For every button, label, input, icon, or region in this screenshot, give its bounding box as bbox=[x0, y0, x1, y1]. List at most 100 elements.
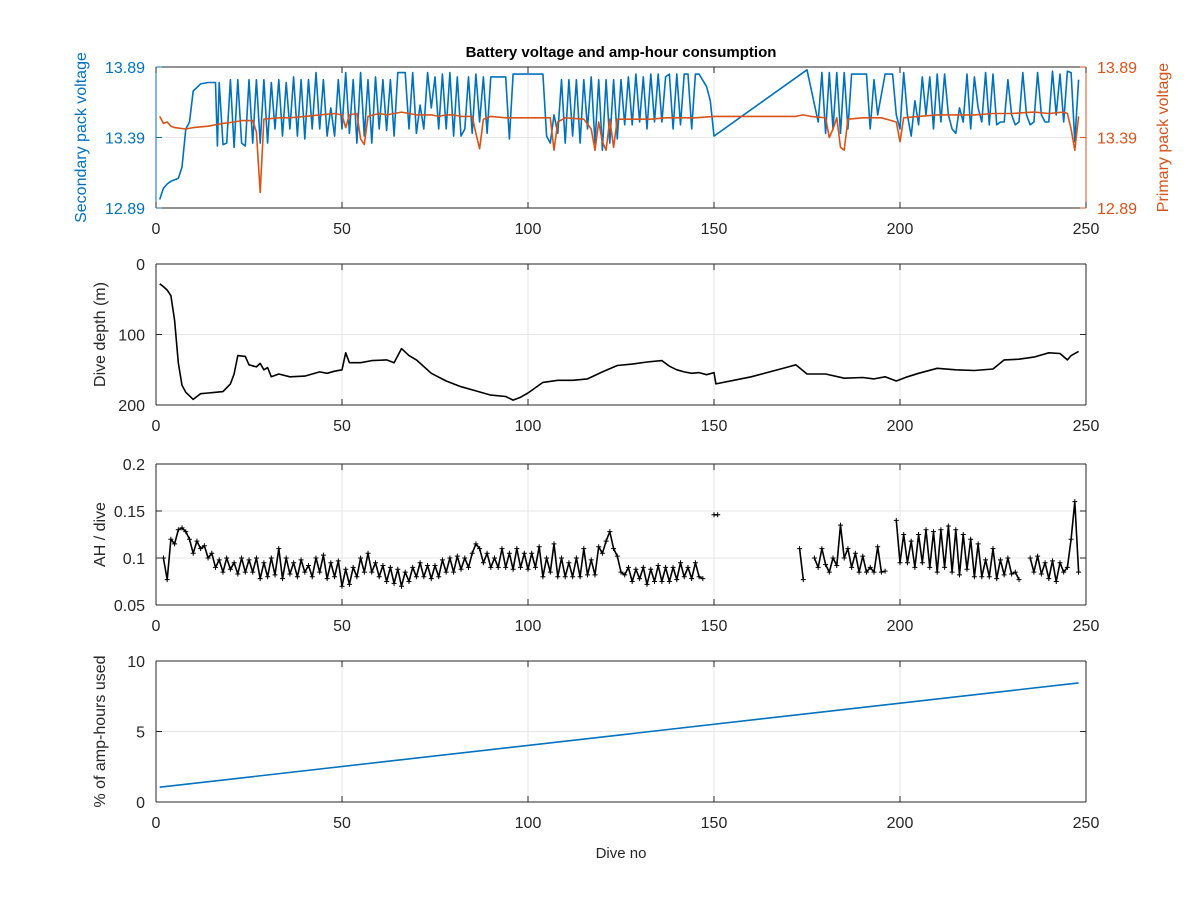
y-tick-label: 0.05 bbox=[114, 598, 145, 615]
x-tick-label: 150 bbox=[701, 815, 728, 832]
chart-title: Battery voltage and amp-hour consumption bbox=[466, 44, 777, 61]
data-point-marker bbox=[205, 555, 211, 561]
data-point-marker bbox=[1038, 571, 1044, 577]
data-point-marker bbox=[1072, 499, 1078, 505]
data-point-marker bbox=[1061, 569, 1067, 575]
data-point-marker bbox=[860, 553, 866, 559]
data-point-marker bbox=[499, 546, 505, 552]
data-point-marker bbox=[458, 566, 464, 572]
data-point-marker bbox=[897, 560, 903, 566]
data-point-marker bbox=[183, 529, 189, 535]
data-point-marker bbox=[997, 557, 1003, 563]
data-point-marker bbox=[562, 574, 568, 580]
data-point-marker bbox=[346, 581, 352, 587]
data-point-marker bbox=[800, 577, 806, 583]
y-tick-label: 0 bbox=[136, 257, 145, 274]
x-tick-label: 50 bbox=[333, 618, 351, 635]
data-point-marker bbox=[536, 544, 542, 550]
data-point-marker bbox=[878, 569, 884, 575]
data-point-marker bbox=[696, 574, 702, 580]
x-tick-label: 150 bbox=[701, 221, 728, 238]
series-line-1 bbox=[162, 527, 704, 587]
data-point-marker bbox=[681, 574, 687, 580]
panel-3: 0 50 100 150 200 250 0.05 0.1 0.15 0.2 AH / dive bbox=[92, 457, 1099, 635]
y-tick-label: 13.89 bbox=[105, 60, 145, 77]
data-point-marker bbox=[309, 574, 315, 580]
data-point-marker bbox=[391, 580, 397, 586]
data-point-marker bbox=[666, 579, 672, 584]
y-tick-label: 100 bbox=[118, 328, 145, 345]
data-point-marker bbox=[588, 557, 594, 563]
data-point-marker bbox=[365, 550, 371, 556]
data-point-marker bbox=[983, 557, 989, 563]
data-point-marker bbox=[198, 546, 204, 552]
data-point-marker bbox=[406, 579, 412, 584]
data-point-marker bbox=[462, 555, 468, 561]
data-point-marker bbox=[1027, 555, 1033, 561]
data-point-marker bbox=[302, 569, 308, 575]
data-point-marker bbox=[916, 532, 922, 537]
data-point-marker bbox=[685, 564, 691, 570]
data-point-marker bbox=[209, 550, 215, 556]
data-point-marker bbox=[492, 555, 498, 561]
data-point-marker bbox=[432, 563, 438, 569]
series-line-1 bbox=[159, 283, 1079, 401]
data-point-marker bbox=[875, 544, 881, 550]
data-point-marker bbox=[953, 527, 959, 533]
data-point-marker bbox=[919, 560, 925, 566]
x-tick-label: 100 bbox=[515, 815, 542, 832]
data-point-marker bbox=[625, 564, 631, 570]
data-point-marker bbox=[532, 564, 538, 570]
data-point-marker bbox=[585, 572, 591, 578]
data-point-marker bbox=[715, 512, 721, 518]
y2-axis-label: Primary pack voltage bbox=[1155, 63, 1172, 212]
data-point-marker bbox=[957, 572, 963, 578]
data-point-marker bbox=[1068, 536, 1074, 542]
data-point-marker bbox=[294, 574, 300, 580]
data-point-marker bbox=[979, 574, 985, 580]
data-point-marker bbox=[1046, 576, 1052, 582]
y-tick-label: 0.15 bbox=[114, 504, 145, 521]
data-point-marker bbox=[637, 576, 643, 582]
x-tick-label: 250 bbox=[1073, 815, 1100, 832]
data-point-marker bbox=[339, 583, 345, 589]
data-point-marker bbox=[213, 564, 219, 570]
data-point-marker bbox=[469, 550, 475, 556]
x-tick-label: 0 bbox=[152, 221, 161, 238]
data-point-marker bbox=[659, 579, 665, 584]
data-point-marker bbox=[938, 527, 944, 533]
data-point-marker bbox=[826, 569, 832, 575]
data-point-marker bbox=[436, 574, 442, 580]
data-point-marker bbox=[454, 553, 460, 559]
data-point-marker bbox=[510, 566, 516, 572]
x-tick-label: 150 bbox=[701, 618, 728, 635]
data-point-marker bbox=[320, 552, 326, 558]
data-point-marker bbox=[417, 560, 423, 566]
data-point-marker bbox=[425, 563, 431, 569]
x-tick-label: 100 bbox=[515, 618, 542, 635]
data-point-marker bbox=[949, 569, 955, 575]
data-point-marker bbox=[1076, 569, 1082, 575]
data-point-marker bbox=[354, 574, 360, 580]
data-point-marker bbox=[350, 564, 356, 570]
data-point-marker bbox=[994, 576, 1000, 582]
data-point-marker bbox=[882, 568, 888, 574]
y-axis-label: % of amp-hours used bbox=[92, 655, 109, 807]
data-point-marker bbox=[518, 564, 524, 570]
data-point-marker bbox=[596, 544, 602, 550]
data-point-marker bbox=[797, 546, 803, 552]
series-line-1 bbox=[813, 524, 886, 573]
data-point-marker bbox=[521, 550, 527, 556]
data-point-marker bbox=[904, 560, 910, 566]
data-point-marker bbox=[413, 574, 419, 580]
x-tick-label: 150 bbox=[701, 418, 728, 435]
data-point-marker bbox=[306, 563, 312, 569]
x-tick-label: 0 bbox=[152, 815, 161, 832]
x-tick-label: 200 bbox=[887, 418, 914, 435]
data-point-marker bbox=[298, 557, 304, 563]
data-point-marker bbox=[964, 566, 970, 572]
data-point-marker bbox=[815, 564, 821, 570]
y-tick-label: 0 bbox=[136, 795, 145, 812]
y2-tick-label: 13.39 bbox=[1097, 131, 1137, 148]
data-point-marker bbox=[908, 538, 914, 544]
